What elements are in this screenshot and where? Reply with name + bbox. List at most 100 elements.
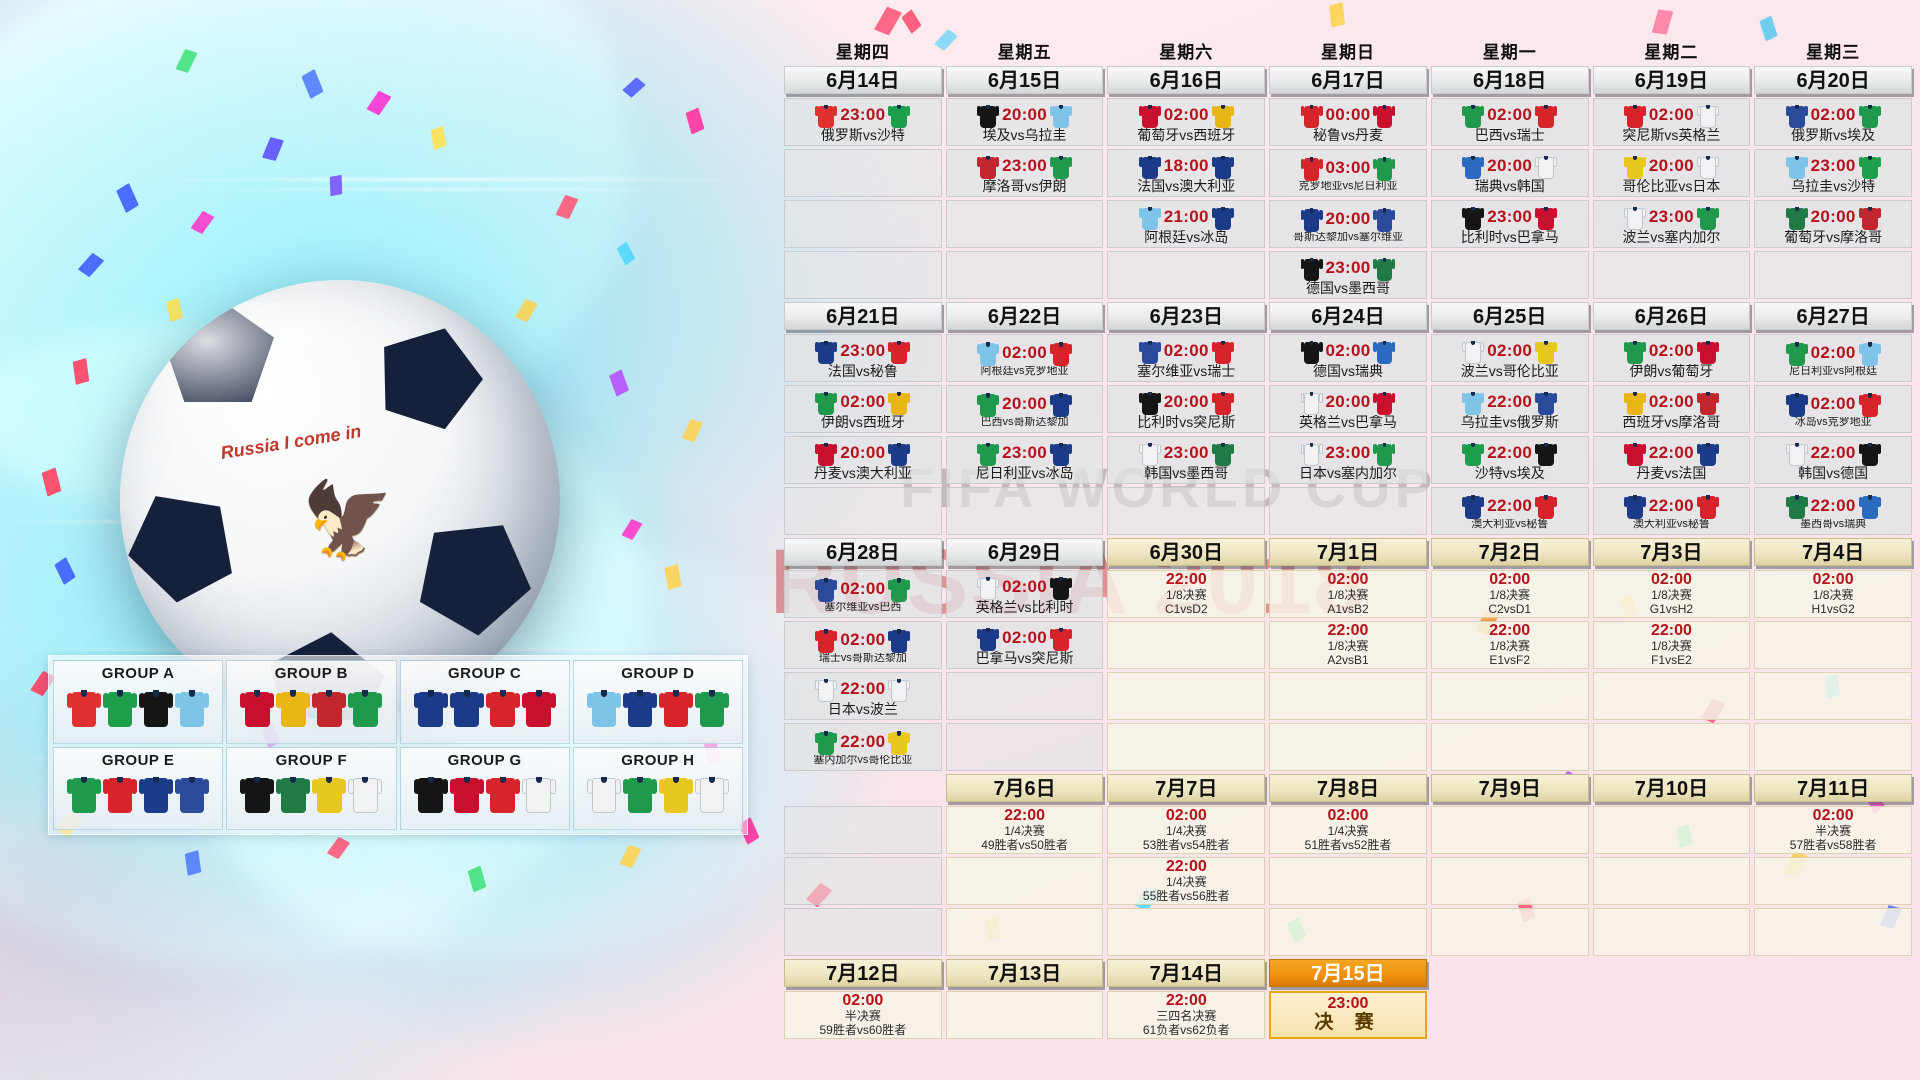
date-header[interactable]: 6月20日 <box>1754 66 1912 94</box>
match-cell[interactable]: 02:00 塞尔维亚vs瑞士 <box>1107 334 1266 382</box>
date-header[interactable]: 6月17日 <box>1269 66 1427 94</box>
match-cell[interactable]: 22:00 日本vs波兰 <box>784 672 942 720</box>
knockout-match-cell[interactable]: 02:00 1/8决赛 C2vsD1 <box>1430 570 1589 618</box>
final-match-cell[interactable]: 23:00 决 赛 <box>1269 991 1427 1039</box>
match-cell[interactable]: 23:00 俄罗斯vs沙特 <box>784 98 942 146</box>
date-header[interactable]: 6月27日 <box>1754 302 1912 330</box>
match-cell[interactable]: 02:00 冰岛vs克罗地亚 <box>1754 385 1912 433</box>
date-header[interactable]: 7月10日 <box>1592 774 1751 802</box>
date-header[interactable]: 6月22日 <box>945 302 1104 330</box>
match-cell[interactable]: 23:00 乌拉圭vs沙特 <box>1754 149 1912 197</box>
match-cell[interactable]: 20:00 丹麦vs澳大利亚 <box>784 436 942 484</box>
knockout-match-cell[interactable]: 02:00 1/8决赛 G1vsH2 <box>1592 570 1751 618</box>
knockout-match-cell[interactable]: 22:00 1/8决赛 F1vsE2 <box>1592 621 1751 669</box>
match-cell[interactable]: 20:00 瑞典vs韩国 <box>1430 149 1589 197</box>
knockout-match-cell[interactable]: 22:00 1/4决赛 49胜者vs50胜者 <box>945 806 1104 854</box>
group-box-d[interactable]: GROUP D <box>572 660 743 744</box>
match-cell[interactable]: 23:00 德国vs墨西哥 <box>1269 251 1427 299</box>
knockout-match-cell[interactable]: 22:00 1/8决赛 E1vsF2 <box>1430 621 1589 669</box>
group-box-g[interactable]: GROUP G <box>399 746 570 830</box>
date-header[interactable]: 7月4日 <box>1754 538 1912 566</box>
match-cell[interactable]: 23:00 比利时vs巴拿马 <box>1430 200 1589 248</box>
date-header[interactable]: 6月26日 <box>1592 302 1751 330</box>
match-cell[interactable]: 23:00 法国vs秘鲁 <box>784 334 942 382</box>
date-header[interactable]: 6月24日 <box>1269 302 1427 330</box>
date-header[interactable]: 7月15日 <box>1269 959 1427 987</box>
match-cell[interactable]: 22:00 沙特vs埃及 <box>1430 436 1589 484</box>
match-cell[interactable]: 02:00 英格兰vs比利时 <box>945 570 1104 618</box>
match-cell[interactable]: 02:00 俄罗斯vs埃及 <box>1754 98 1912 146</box>
date-header[interactable]: 7月6日 <box>945 774 1104 802</box>
match-cell[interactable]: 23:00 摩洛哥vs伊朗 <box>945 149 1104 197</box>
match-cell[interactable]: 02:00 巴西vs瑞士 <box>1430 98 1589 146</box>
match-cell[interactable]: 22:00 澳大利亚vs秘鲁 <box>1592 487 1751 535</box>
match-cell[interactable]: 02:00 德国vs瑞典 <box>1269 334 1427 382</box>
date-header[interactable]: 7月1日 <box>1269 538 1427 566</box>
knockout-match-cell[interactable]: 02:00 1/8决赛 H1vsG2 <box>1754 570 1912 618</box>
knockout-match-cell[interactable]: 02:00 1/8决赛 A1vsB2 <box>1269 570 1427 618</box>
match-cell[interactable]: 20:00 比利时vs突尼斯 <box>1107 385 1266 433</box>
date-header[interactable]: 6月28日 <box>784 538 942 566</box>
date-header[interactable]: 7月12日 <box>784 959 942 987</box>
match-cell[interactable]: 22:00 塞内加尔vs哥伦比亚 <box>784 723 942 771</box>
date-header[interactable]: 7月9日 <box>1430 774 1589 802</box>
date-header[interactable]: 6月25日 <box>1430 302 1589 330</box>
date-header[interactable]: 7月3日 <box>1592 538 1751 566</box>
knockout-match-cell[interactable]: 02:00 半决赛 57胜者vs58胜者 <box>1754 806 1912 854</box>
knockout-match-cell[interactable]: 02:00 1/4决赛 53胜者vs54胜者 <box>1107 806 1266 854</box>
match-cell[interactable]: 02:00 葡萄牙vs西班牙 <box>1107 98 1266 146</box>
match-cell[interactable]: 20:00 巴西vs哥斯达黎加 <box>945 385 1104 433</box>
match-cell[interactable]: 20:00 哥伦比亚vs日本 <box>1592 149 1751 197</box>
match-cell[interactable]: 02:00 伊朗vs西班牙 <box>784 385 942 433</box>
date-header[interactable]: 6月16日 <box>1107 66 1266 94</box>
knockout-match-cell[interactable]: 02:00 1/4决赛 51胜者vs52胜者 <box>1269 806 1427 854</box>
match-cell[interactable]: 23:00 日本vs塞内加尔 <box>1269 436 1427 484</box>
group-box-e[interactable]: GROUP E <box>53 746 224 830</box>
date-header[interactable]: 6月18日 <box>1430 66 1589 94</box>
match-cell[interactable]: 22:00 墨西哥vs瑞典 <box>1754 487 1912 535</box>
group-box-a[interactable]: GROUP A <box>53 660 224 744</box>
knockout-match-cell[interactable]: 02:00 半决赛 59胜者vs60胜者 <box>784 991 942 1039</box>
date-header[interactable]: 7月13日 <box>945 959 1104 987</box>
match-cell[interactable]: 23:00 韩国vs墨西哥 <box>1107 436 1266 484</box>
date-header[interactable]: 6月23日 <box>1107 302 1266 330</box>
group-box-b[interactable]: GROUP B <box>226 660 397 744</box>
match-cell[interactable]: 23:00 波兰vs塞内加尔 <box>1592 200 1751 248</box>
match-cell[interactable]: 03:00 克罗地亚vs尼日利亚 <box>1269 149 1427 197</box>
match-cell[interactable]: 22:00 丹麦vs法国 <box>1592 436 1751 484</box>
match-cell[interactable]: 02:00 西班牙vs摩洛哥 <box>1592 385 1751 433</box>
group-box-c[interactable]: GROUP C <box>399 660 570 744</box>
match-cell[interactable]: 02:00 阿根廷vs克罗地亚 <box>945 334 1104 382</box>
date-header[interactable]: 7月2日 <box>1430 538 1589 566</box>
match-cell[interactable]: 23:00 尼日利亚vs冰岛 <box>945 436 1104 484</box>
knockout-match-cell[interactable]: 22:00 1/8决赛 C1vsD2 <box>1107 570 1266 618</box>
match-cell[interactable]: 22:00 韩国vs德国 <box>1754 436 1912 484</box>
match-cell[interactable]: 20:00 哥斯达黎加vs塞尔维亚 <box>1269 200 1427 248</box>
date-header[interactable]: 6月29日 <box>945 538 1104 566</box>
date-header[interactable]: 6月30日 <box>1107 538 1266 566</box>
match-cell[interactable]: 02:00 突尼斯vs英格兰 <box>1592 98 1751 146</box>
match-cell[interactable]: 22:00 澳大利亚vs秘鲁 <box>1430 487 1589 535</box>
match-cell[interactable]: 02:00 尼日利亚vs阿根廷 <box>1754 334 1912 382</box>
group-box-f[interactable]: GROUP F <box>226 746 397 830</box>
date-header[interactable]: 7月8日 <box>1269 774 1427 802</box>
match-cell[interactable]: 02:00 伊朗vs葡萄牙 <box>1592 334 1751 382</box>
match-cell[interactable]: 22:00 乌拉圭vs俄罗斯 <box>1430 385 1589 433</box>
match-cell[interactable]: 20:00 葡萄牙vs摩洛哥 <box>1754 200 1912 248</box>
date-header[interactable]: 7月11日 <box>1754 774 1912 802</box>
date-header[interactable]: 6月15日 <box>945 66 1104 94</box>
match-cell[interactable]: 02:00 瑞士vs哥斯达黎加 <box>784 621 942 669</box>
date-header[interactable]: 7月7日 <box>1107 774 1266 802</box>
date-header[interactable]: 6月14日 <box>784 66 942 94</box>
match-cell[interactable]: 02:00 巴拿马vs突尼斯 <box>945 621 1104 669</box>
match-cell[interactable]: 21:00 阿根廷vs冰岛 <box>1107 200 1266 248</box>
date-header[interactable]: 6月21日 <box>784 302 942 330</box>
match-cell[interactable]: 20:00 英格兰vs巴拿马 <box>1269 385 1427 433</box>
match-cell[interactable]: 18:00 法国vs澳大利亚 <box>1107 149 1266 197</box>
knockout-match-cell[interactable]: 22:00 1/4决赛 55胜者vs56胜者 <box>1107 857 1266 905</box>
date-header[interactable]: 7月14日 <box>1107 959 1266 987</box>
knockout-match-cell[interactable]: 22:00 三四名决赛 61负者vs62负者 <box>1107 991 1266 1039</box>
match-cell[interactable]: 02:00 波兰vs哥伦比亚 <box>1430 334 1589 382</box>
match-cell[interactable]: 02:00 塞尔维亚vs巴西 <box>784 570 942 618</box>
group-box-h[interactable]: GROUP H <box>572 746 743 830</box>
